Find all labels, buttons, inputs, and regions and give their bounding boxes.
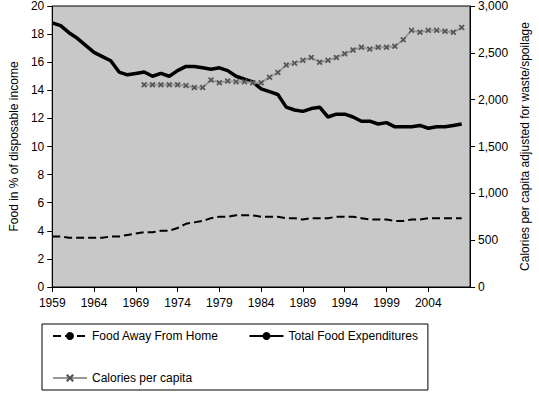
svg-text:2: 2: [38, 252, 45, 266]
svg-text:1984: 1984: [248, 296, 275, 310]
svg-text:10: 10: [31, 140, 45, 154]
svg-text:1,000: 1,000: [478, 186, 508, 200]
svg-text:1959: 1959: [39, 296, 66, 310]
svg-text:3,000: 3,000: [478, 0, 508, 13]
svg-text:6: 6: [38, 196, 45, 210]
svg-text:1994: 1994: [331, 296, 358, 310]
svg-text:1964: 1964: [81, 296, 108, 310]
svg-text:2,500: 2,500: [478, 46, 508, 60]
svg-text:Calories per capita: Calories per capita: [92, 371, 192, 385]
svg-text:Calories per capita adjusted f: Calories per capita adjusted for waste/s…: [518, 22, 532, 271]
svg-text:1979: 1979: [206, 296, 233, 310]
svg-text:16: 16: [31, 55, 45, 69]
svg-text:0: 0: [478, 280, 485, 294]
svg-text:Food Away From Home: Food Away From Home: [92, 329, 218, 343]
svg-text:1969: 1969: [122, 296, 149, 310]
svg-text:12: 12: [31, 111, 45, 125]
svg-text:20: 20: [31, 0, 45, 13]
svg-text:18: 18: [31, 27, 45, 41]
svg-text:Food in % of disposable income: Food in % of disposable income: [7, 61, 21, 231]
svg-text:500: 500: [478, 233, 498, 247]
svg-text:1974: 1974: [164, 296, 191, 310]
svg-text:2,000: 2,000: [478, 93, 508, 107]
svg-text:Total Food Expenditures: Total Food Expenditures: [288, 329, 417, 343]
svg-text:1999: 1999: [373, 296, 400, 310]
svg-text:4: 4: [38, 224, 45, 238]
svg-text:14: 14: [31, 83, 45, 97]
svg-text:0: 0: [38, 280, 45, 294]
svg-text:8: 8: [38, 168, 45, 182]
svg-text:2004: 2004: [415, 296, 442, 310]
svg-text:1989: 1989: [290, 296, 317, 310]
svg-text:1,500: 1,500: [478, 140, 508, 154]
